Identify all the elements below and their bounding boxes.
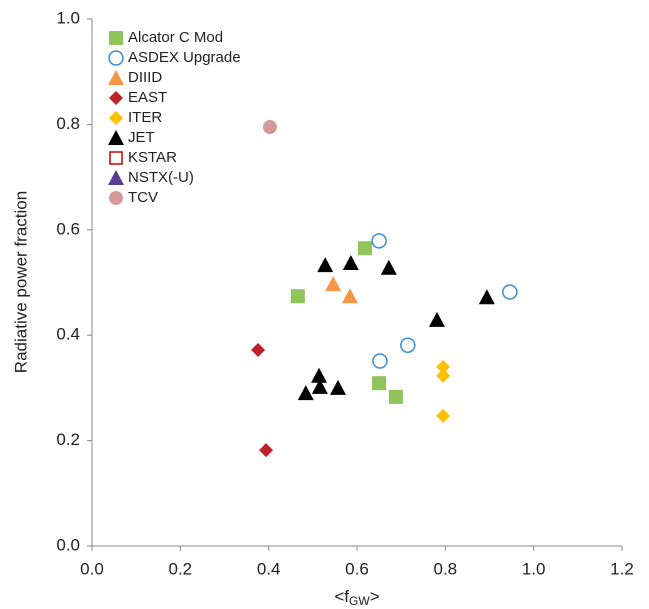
legend-marker [109, 191, 123, 205]
legend-marker [108, 170, 124, 185]
point [502, 284, 518, 300]
legend-marker [109, 91, 123, 105]
x-tick-label: 0.4 [257, 559, 281, 578]
legend-label: KSTAR [128, 149, 177, 166]
point [436, 368, 451, 383]
legend-label: NSTX(-U) [128, 169, 194, 186]
y-tick-label: 1.0 [56, 8, 80, 27]
point [436, 408, 451, 423]
x-tick-label: 0.6 [345, 559, 369, 578]
y-tick-label: 0.4 [56, 325, 80, 344]
x-label-main: <f [334, 587, 349, 606]
y-tick-label: 0.8 [56, 114, 80, 133]
point [311, 378, 328, 394]
legend-marker [109, 31, 123, 45]
x-tick-label: 0.0 [80, 559, 104, 578]
legend-label: DIIID [128, 69, 162, 86]
point [317, 257, 334, 273]
point [436, 359, 451, 374]
point [259, 443, 274, 458]
point [297, 385, 314, 401]
point [357, 241, 372, 256]
point [388, 389, 403, 404]
legend-marker [108, 50, 124, 66]
x-label-sub: GW [349, 594, 370, 608]
x-label-end: > [370, 587, 380, 606]
point [311, 367, 328, 383]
x-tick-label: 1.0 [522, 559, 546, 578]
legend-marker [109, 111, 123, 125]
legend-label: ITER [128, 109, 162, 126]
x-tick-label: 0.2 [169, 559, 193, 578]
y-tick-label: 0.6 [56, 219, 80, 238]
y-tick-label: 0.2 [56, 430, 80, 449]
legend-label: JET [128, 129, 155, 146]
x-tick-label: 0.8 [434, 559, 458, 578]
point [371, 233, 387, 249]
point [325, 276, 342, 292]
y-axis-label: Radiative power fraction [11, 191, 30, 373]
point [330, 379, 347, 395]
point [262, 120, 277, 135]
point [478, 289, 495, 305]
x-tick-label: 1.2 [610, 559, 634, 578]
point [400, 337, 416, 353]
point [428, 311, 445, 327]
legend-label: EAST [128, 89, 167, 106]
legend-label: Alcator C Mod [128, 29, 223, 46]
y-tick-label: 0.0 [56, 535, 80, 554]
point [342, 255, 359, 271]
point [290, 289, 305, 304]
point [380, 259, 397, 275]
point [372, 376, 387, 391]
legend-marker [109, 151, 123, 165]
legend-marker [108, 130, 124, 145]
point [341, 288, 358, 304]
legend-marker [108, 70, 124, 85]
legend-label: TCV [128, 189, 158, 206]
point [251, 342, 266, 357]
legend-label: ASDEX Upgrade [128, 49, 241, 66]
point [372, 353, 388, 369]
x-axis-label: <fGW> [334, 587, 379, 608]
